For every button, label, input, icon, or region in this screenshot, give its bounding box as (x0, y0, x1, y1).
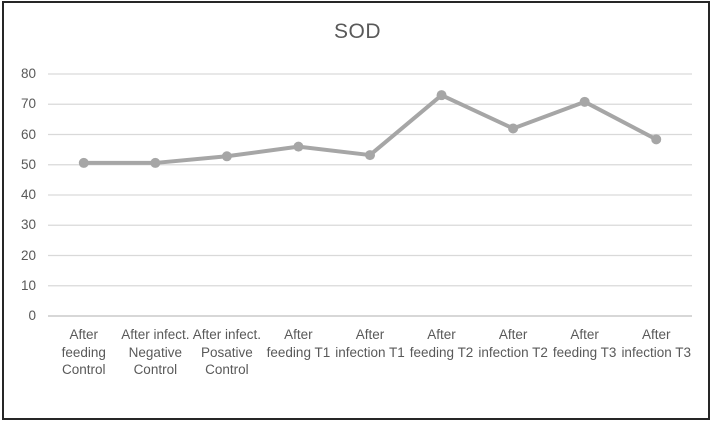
y-axis-tick-label: 0 (28, 308, 36, 323)
data-point-marker (579, 96, 590, 107)
y-axis-tick-label: 80 (20, 66, 36, 81)
chart-title: SOD (333, 20, 381, 43)
x-axis-category-label: After infect. Negative Control (121, 327, 190, 377)
data-point-marker (365, 150, 375, 161)
x-axis-category-label: After infection T2 (478, 327, 548, 360)
y-axis-tick-label: 20 (20, 247, 36, 263)
y-axis-tick-label: 70 (20, 96, 36, 112)
x-axis-category-label: After infection T3 (621, 327, 691, 360)
y-axis-tick-label: 30 (20, 217, 36, 233)
y-axis-tick-label: 10 (20, 277, 36, 293)
x-axis-category-label: After feeding Control (61, 327, 106, 377)
x-axis-category-label: After feeding T3 (552, 327, 617, 360)
data-point-marker (150, 157, 161, 168)
data-point-marker (221, 151, 232, 162)
x-axis-category-label: After feeding T1 (266, 327, 331, 360)
x-axis-category-label: After feeding T2 (409, 327, 474, 360)
data-point-marker (508, 123, 519, 134)
x-axis-category-label: After infect. Posative Control (192, 327, 262, 377)
x-axis-category-label: After infection T1 (335, 327, 405, 360)
y-axis-tick-label: 60 (20, 126, 36, 142)
data-point-marker (436, 90, 447, 101)
data-point-marker (293, 141, 304, 152)
y-axis-tick-label: 50 (20, 156, 36, 172)
data-point-marker (651, 134, 662, 145)
data-point-marker (78, 157, 89, 168)
y-axis-tick-label: 40 (20, 187, 36, 202)
